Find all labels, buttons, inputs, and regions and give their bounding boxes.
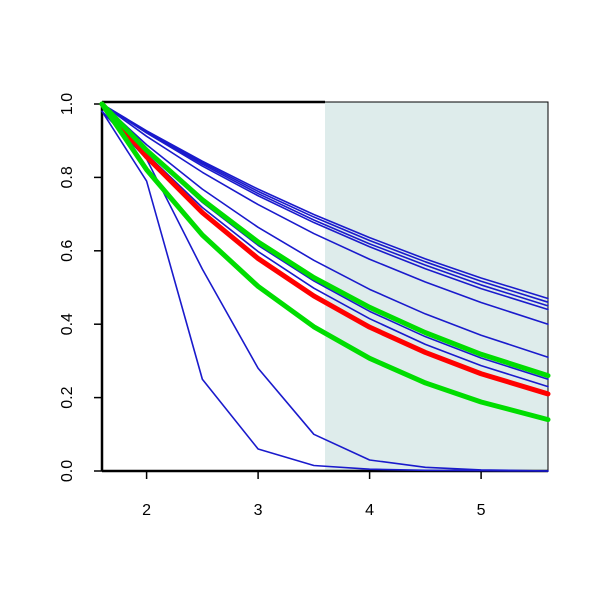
series-line (99, 101, 551, 423)
y-tick-label: 0.0 (59, 460, 76, 482)
y-tick-label: 0.4 (59, 313, 76, 335)
x-tick-label: 2 (142, 502, 151, 519)
series-line (101, 103, 549, 303)
x-tick-label: 5 (477, 502, 486, 519)
series-line (99, 101, 551, 397)
series-line (101, 103, 549, 307)
series-line (101, 103, 549, 325)
series-line (101, 103, 549, 359)
x-tick-label: 4 (365, 502, 374, 519)
y-tick-label: 0.6 (59, 240, 76, 262)
series-line (99, 101, 551, 379)
series-line (101, 103, 549, 300)
series-line (101, 103, 549, 311)
y-tick-label: 0.8 (59, 166, 76, 188)
y-tick-label: 0.2 (59, 386, 76, 408)
y-tick-label: 1.0 (59, 93, 76, 115)
series-line (101, 110, 549, 472)
series-line (101, 110, 549, 472)
x-tick-label: 3 (254, 502, 263, 519)
